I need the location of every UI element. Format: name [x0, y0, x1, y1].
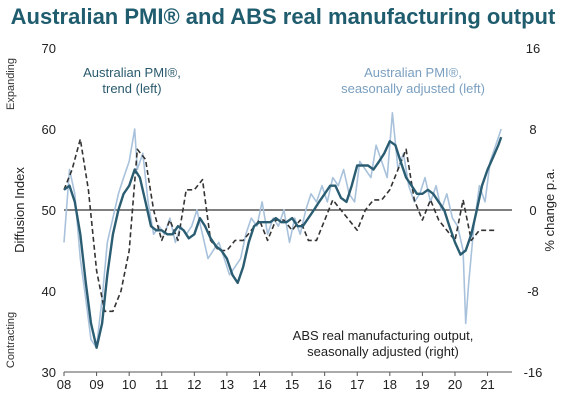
y-tick-label-right: 0	[529, 203, 536, 218]
y-axis-label-right: % change p.a.	[542, 168, 557, 251]
series-layer	[63, 112, 503, 349]
chart-title: Australian PMI® and ABS real manufacturi…	[11, 4, 556, 29]
pmi-seasonal-line	[63, 112, 502, 349]
annotation-abs-line1: ABS real manufacturing output,	[293, 328, 474, 343]
annotation-trend-line2: trend (left)	[102, 81, 161, 96]
y-axis-label-left: Diffusion Index	[12, 167, 27, 253]
y-tick-label-right: -16	[524, 365, 543, 380]
x-tick-label: 21	[480, 377, 494, 392]
abs-output-line	[63, 138, 496, 313]
x-tick-label: 19	[415, 377, 429, 392]
x-tick-label: 16	[317, 377, 331, 392]
y-tick-label-right: 8	[529, 122, 536, 137]
x-tick-label: 20	[448, 377, 462, 392]
y-tick-label-left: 30	[42, 365, 56, 380]
axis-ticks: 08 09 10 11 12 13 14 15 16 17 18 19 20 213040506070-1…	[42, 41, 543, 392]
y-tick-label-left: 50	[42, 203, 56, 218]
y-tick-label-left: 40	[42, 284, 56, 299]
annotation-trend-line1: Australian PMI®,	[83, 65, 181, 80]
x-tick-label: 11	[155, 377, 169, 392]
x-tick-label: 12	[187, 377, 201, 392]
x-tick-label: 10	[122, 377, 136, 392]
annotation-seasonal-line1: Australian PMI®,	[364, 65, 462, 80]
annotation-abs-line2: seasonally adjusted (right)	[307, 344, 459, 359]
y-tick-label-right: 16	[526, 41, 540, 56]
x-tick-label: 08	[57, 377, 71, 392]
plot-area	[64, 209, 512, 373]
y-tick-label-right: -8	[527, 284, 539, 299]
contracting-label: Contracting	[5, 312, 17, 368]
y-tick-label-left: 60	[42, 122, 56, 137]
x-tick-label: 17	[350, 377, 364, 392]
x-tick-label: 15	[285, 377, 299, 392]
x-tick-label: 13	[220, 377, 234, 392]
pmi-trend-line	[63, 136, 503, 349]
annotation-seasonal-line2: seasonally adjusted (left)	[341, 81, 485, 96]
y-tick-label-left: 70	[42, 41, 56, 56]
x-tick-label: 18	[383, 377, 397, 392]
x-tick-label: 14	[252, 377, 266, 392]
x-tick-label: 09	[89, 377, 103, 392]
expanding-label: Expanding	[5, 58, 17, 110]
